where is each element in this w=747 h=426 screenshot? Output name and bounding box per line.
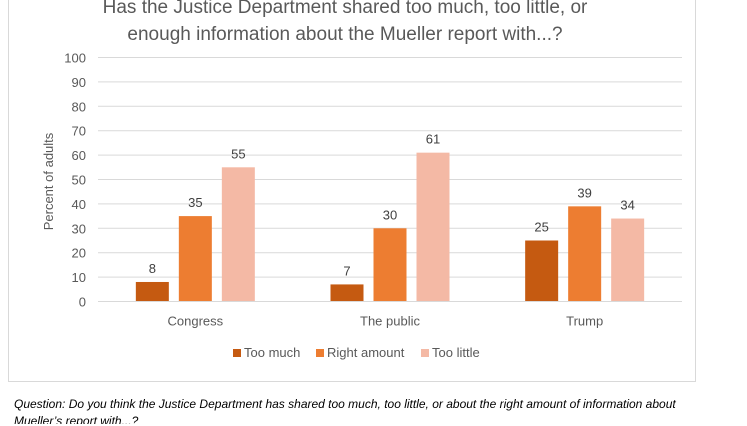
- bar: [178, 216, 212, 302]
- legend-label: Too much: [244, 345, 300, 360]
- y-tick-label: 50: [72, 173, 86, 188]
- x-tick-label: Trump: [566, 314, 603, 329]
- bar: [221, 167, 255, 302]
- data-label: 34: [620, 198, 634, 213]
- data-label: 7: [343, 263, 350, 278]
- chart-title: Has the Justice Department shared too mu…: [102, 0, 588, 45]
- bar: [416, 152, 450, 302]
- y-tick-label: 20: [72, 246, 86, 261]
- y-tick-label: 0: [79, 295, 86, 310]
- data-label: 8: [149, 261, 156, 276]
- legend-label: Right amount: [327, 345, 405, 360]
- y-tick-label: 60: [72, 148, 86, 163]
- x-tick-label: The public: [360, 314, 420, 329]
- question-caption: Question: Do you think the Justice Depar…: [14, 396, 747, 424]
- bar-chart: 0 10 20 30 40 50 60 70 80 90 100 Percent of adults 8…: [41, 51, 682, 360]
- legend-swatch: [233, 349, 241, 357]
- x-tick-label: Congress: [168, 314, 224, 329]
- y-tick-label: 10: [72, 270, 86, 285]
- data-label: 25: [534, 220, 548, 235]
- bar: [611, 218, 645, 302]
- y-tick-label: 100: [64, 51, 86, 66]
- bar: [330, 284, 364, 302]
- chart-frame: [8, 0, 696, 382]
- data-label: 39: [577, 185, 591, 200]
- legend-label: Too little: [432, 345, 480, 360]
- caption-line-2: Mueller’s report with...?: [14, 414, 139, 424]
- y-tick-label: 40: [72, 197, 86, 212]
- y-tick-label: 80: [72, 99, 86, 114]
- data-label: 55: [231, 146, 245, 161]
- y-axis-label: Percent of adults: [41, 132, 56, 230]
- data-label: 35: [188, 195, 202, 210]
- data-label: 30: [383, 207, 397, 222]
- bar: [373, 228, 407, 302]
- legend-swatch: [316, 349, 324, 357]
- bar: [135, 281, 169, 302]
- data-label: 61: [426, 132, 440, 147]
- caption-line-1: Question: Do you think the Justice Depar…: [14, 397, 676, 411]
- y-tick-label: 70: [72, 124, 86, 139]
- y-tick-label: 30: [72, 221, 86, 236]
- y-tick-label: 90: [72, 75, 86, 90]
- legend-swatch: [421, 349, 429, 357]
- bar: [525, 240, 559, 302]
- bar: [568, 206, 602, 302]
